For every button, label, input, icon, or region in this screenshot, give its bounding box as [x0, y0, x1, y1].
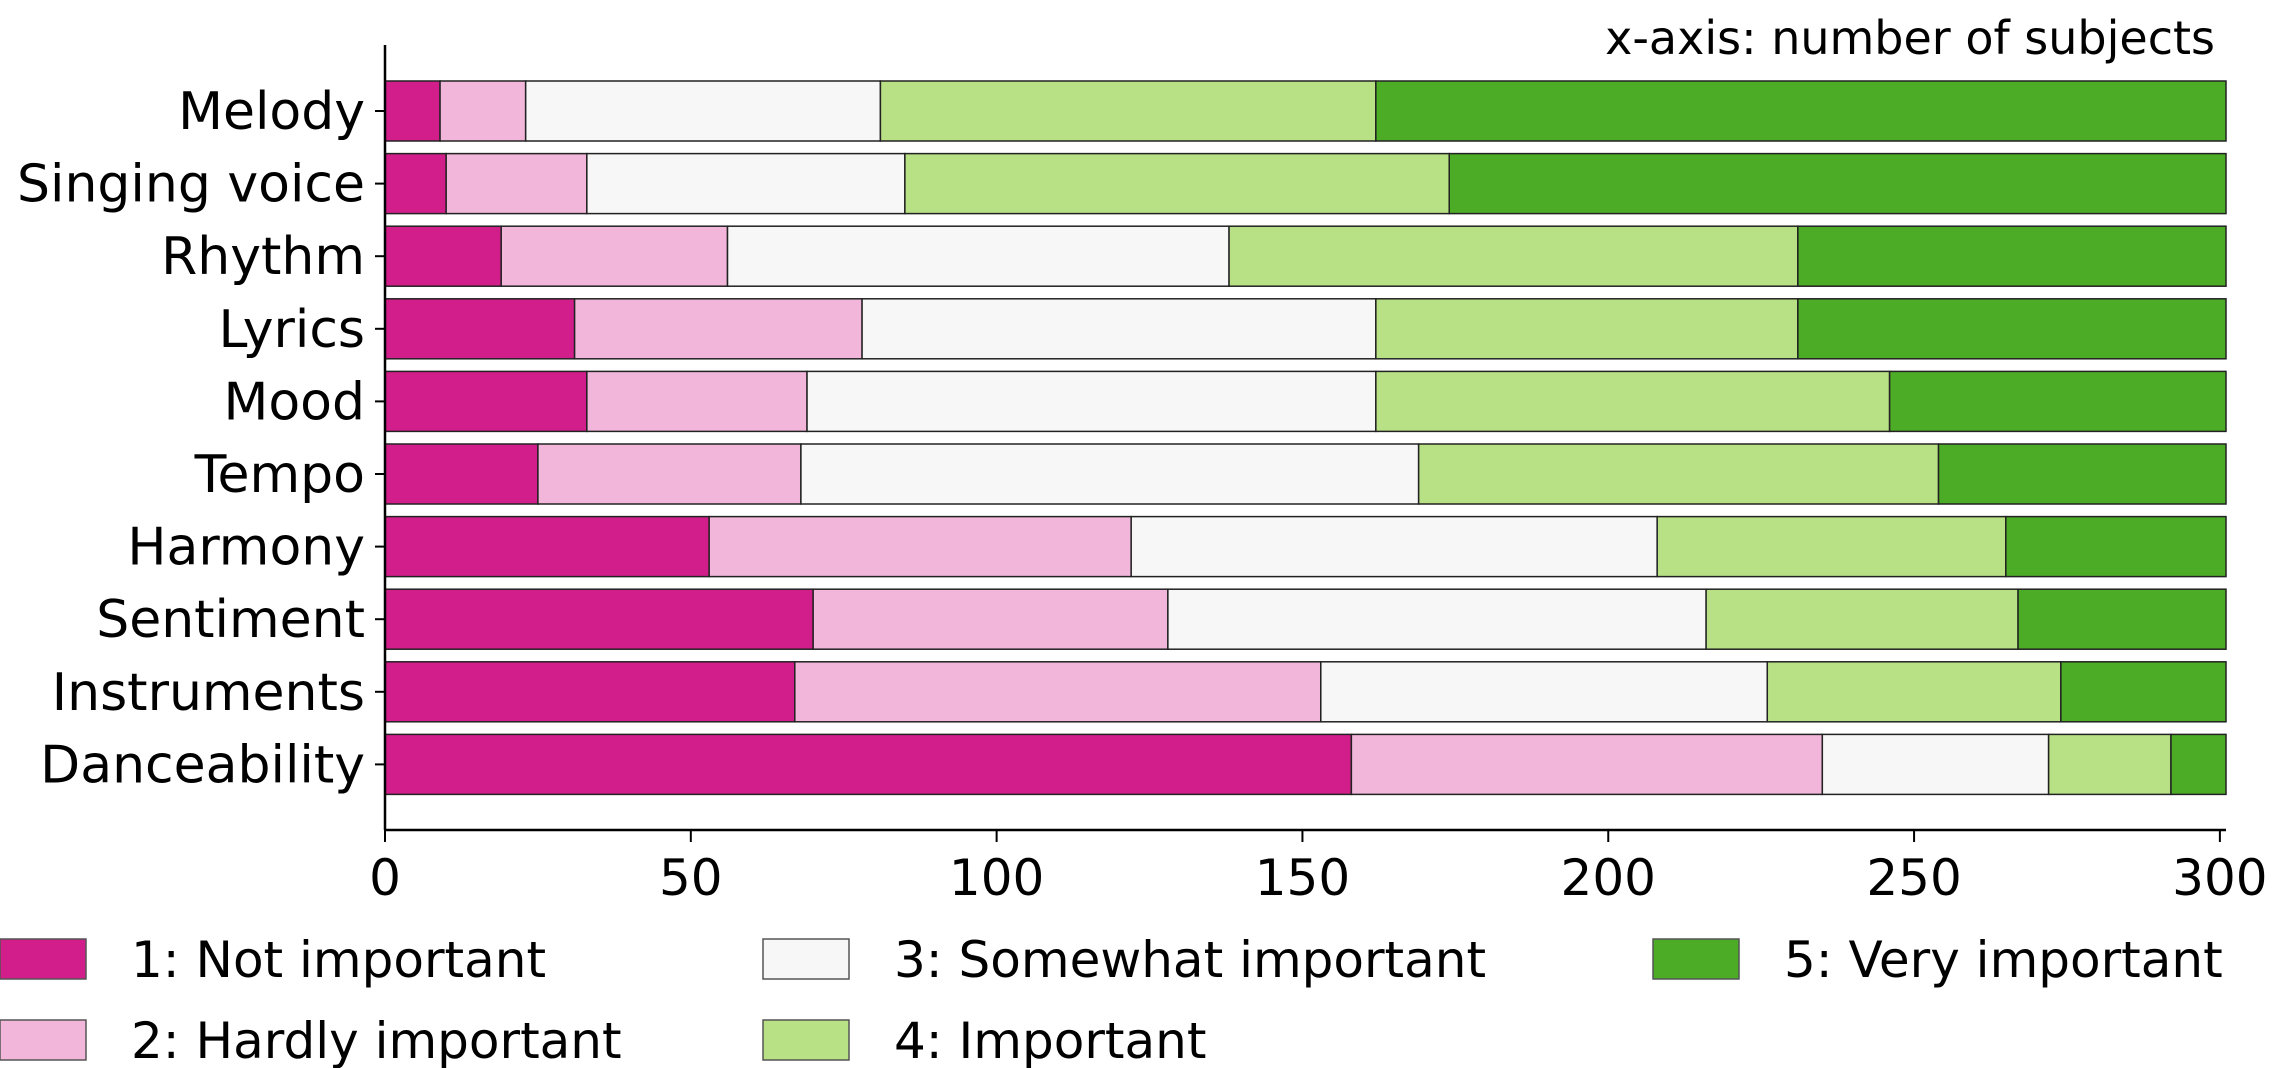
bar-segment — [1888, 370, 2227, 433]
bar-segment — [384, 443, 539, 505]
x-tick-label: 100 — [949, 849, 1044, 907]
x-tick-label: 300 — [2172, 849, 2267, 907]
x-tick-label: 150 — [1255, 849, 1350, 907]
category-label: Sentiment — [96, 590, 365, 650]
bar-segment — [1375, 370, 1891, 433]
axis-annotation: x-axis: number of subjects — [1605, 11, 2215, 65]
x-tick-label: 50 — [659, 849, 723, 907]
bar-segment — [1937, 443, 2227, 505]
bar-segment — [2047, 733, 2172, 796]
category-label: Tempo — [194, 445, 365, 505]
bar-segment — [384, 370, 588, 433]
x-tick-label: 200 — [1561, 849, 1656, 907]
bar-segment — [800, 443, 1420, 505]
category-label: Harmony — [127, 518, 365, 578]
axes-group: 0 50 100 150 200 250 300 — [369, 45, 2268, 907]
bar-segment — [1417, 443, 1940, 505]
bar-segment — [384, 515, 710, 578]
bar-segment — [384, 733, 1353, 796]
bar-segment — [806, 370, 1377, 433]
bar-segment — [1228, 225, 1799, 287]
bar-segment — [2060, 661, 2227, 723]
bar-segment — [1448, 152, 2227, 215]
x-tick-label: 250 — [1866, 849, 1961, 907]
legend-swatch — [762, 938, 850, 980]
legend-swatch — [0, 1019, 87, 1061]
bar-segment — [500, 225, 729, 287]
bar-segment — [586, 370, 808, 433]
legend-label: 3: Somewhat important — [894, 931, 1486, 989]
legend: 1: Not important 2: Hardly important 3: So… — [0, 931, 2223, 1068]
bar-segment — [812, 588, 1169, 650]
bar-segment — [1821, 733, 2050, 796]
bar-segment — [1130, 515, 1658, 578]
bar-segment — [2005, 515, 2227, 578]
bar-segment — [384, 80, 441, 142]
bar-segment — [861, 298, 1377, 360]
bar-segment — [1350, 733, 1824, 796]
category-label: Melody — [178, 82, 365, 142]
category-label: Danceability — [40, 735, 365, 795]
legend-label: 5: Very important — [1784, 931, 2223, 989]
bar-segment — [2017, 588, 2227, 650]
bar-segment — [573, 298, 863, 360]
bar-segment — [1705, 588, 2019, 650]
category-label: Rhythm — [161, 227, 365, 287]
bar-segment — [384, 661, 796, 723]
bars-group — [384, 80, 2227, 796]
bar-segment — [537, 443, 802, 505]
legend-label: 1: Not important — [131, 931, 546, 989]
bar-segment — [1656, 515, 2007, 578]
bar-segment — [1797, 298, 2227, 360]
bar-segment — [1766, 661, 2062, 723]
category-label: Mood — [223, 372, 365, 432]
bar-segment — [384, 298, 576, 360]
category-label: Instruments — [52, 663, 365, 723]
bar-segment — [524, 80, 882, 142]
bar-segment — [1167, 588, 1707, 650]
bar-segment — [1375, 80, 2227, 142]
bar-segment — [445, 152, 588, 215]
bar-segment — [439, 80, 527, 142]
legend-label: 2: Hardly important — [131, 1012, 622, 1068]
category-labels: Melody Singing voice Rhythm Lyrics Mood Tempo… — [17, 82, 365, 795]
legend-swatch — [1652, 938, 1740, 980]
bar-segment — [794, 661, 1322, 723]
legend-label: 4: Important — [894, 1012, 1206, 1068]
legend-swatch — [0, 938, 87, 980]
bar-segment — [2170, 733, 2227, 796]
bar-segment — [384, 588, 814, 650]
bar-segment — [384, 225, 502, 287]
category-label: Lyrics — [219, 300, 365, 360]
category-label: Singing voice — [17, 155, 365, 215]
bar-segment — [1797, 225, 2227, 287]
bar-segment — [384, 152, 447, 215]
bar-segment — [708, 515, 1132, 578]
bar-segment — [586, 152, 906, 215]
bar-segment — [879, 80, 1377, 142]
legend-swatch — [762, 1019, 850, 1061]
bar-segment — [1375, 298, 1799, 360]
bar-segment — [1320, 661, 1769, 723]
bar-segment — [904, 152, 1450, 215]
bar-segment — [726, 225, 1230, 287]
x-tick-label: 0 — [369, 849, 401, 907]
